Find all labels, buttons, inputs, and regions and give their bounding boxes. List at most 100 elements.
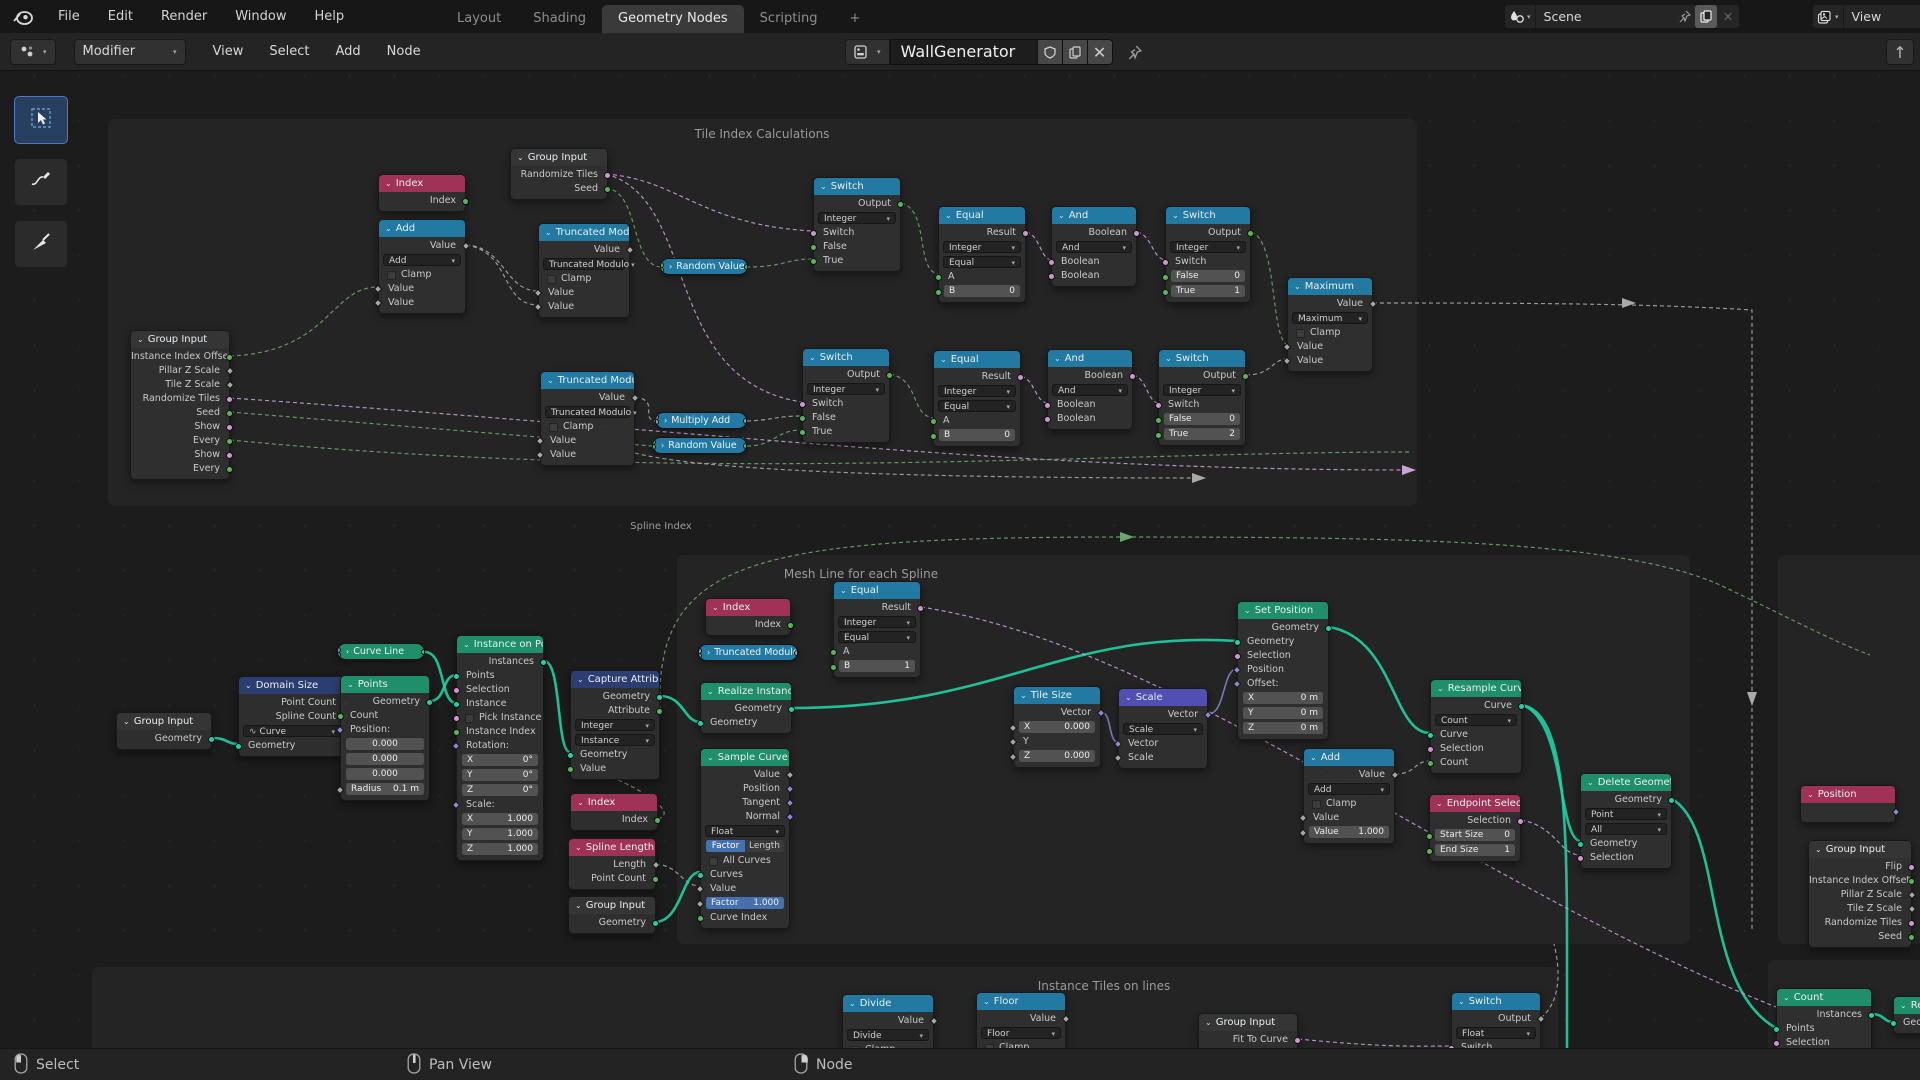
socket[interactable]: [1427, 731, 1434, 739]
collapse-icon[interactable]: ⌄: [1205, 1018, 1212, 1027]
capture-attribute[interactable]: ⌄Capture Attribute Geometry Attribute Integ…: [567, 670, 663, 780]
dropdown[interactable]: Equal ▾: [838, 631, 916, 643]
dropdown[interactable]: Integer ▾: [807, 383, 885, 395]
dropdown[interactable]: Add ▾: [1308, 783, 1390, 795]
socket[interactable]: [743, 443, 746, 449]
socket[interactable]: [810, 243, 817, 251]
index-2[interactable]: ⌄ Index Index: [570, 793, 661, 831]
expand-icon[interactable]: ›: [664, 416, 668, 425]
workspace-tab[interactable]: Shading: [533, 11, 587, 26]
resample-curve[interactable]: ⌄Resample Curve Curve Count▾ Curve Selection…: [1427, 679, 1525, 774]
view-layer-name[interactable]: View: [1851, 9, 1882, 24]
collapse-icon[interactable]: ⌄: [385, 224, 392, 233]
node-header[interactable]: ⌄ Group Input: [1809, 841, 1911, 858]
collapse-icon[interactable]: ⌄: [820, 182, 827, 191]
socket[interactable]: [567, 751, 574, 759]
socket[interactable]: [917, 604, 924, 612]
scale[interactable]: ⌄ Scale Vector Scale ▾ Vector Scale: [1113, 688, 1213, 769]
toggle[interactable]: Factor Length: [706, 840, 784, 852]
collapse-icon[interactable]: ⌄: [1458, 997, 1465, 1006]
dropdown[interactable]: Divide ▾: [847, 1029, 929, 1041]
collapse-icon[interactable]: ⌄: [577, 675, 584, 684]
workspace-tab[interactable]: Scripting: [759, 11, 818, 26]
socket[interactable]: [338, 652, 341, 658]
node-header[interactable]: ⌄Capture Attribute: [571, 671, 659, 688]
realize-instances[interactable]: ⌄Realize Instances Geometry Geometry: [697, 682, 795, 734]
node-header[interactable]: ⌄Re: [1894, 997, 1920, 1014]
socket[interactable]: [1129, 372, 1136, 380]
checkbox-box[interactable]: [549, 422, 558, 432]
checkbox[interactable]: Clamp: [1288, 326, 1372, 340]
spline-length[interactable]: ⌄ Spline Length Length Point Count: [568, 838, 661, 890]
socket[interactable]: [1773, 1025, 1780, 1033]
socket[interactable]: [656, 424, 659, 428]
socket[interactable]: [1247, 229, 1254, 237]
socket[interactable]: [567, 765, 574, 773]
node-header[interactable]: ⌄Delete Geometry: [1581, 774, 1671, 791]
socket[interactable]: [1518, 702, 1525, 710]
collapse-icon[interactable]: ⌄: [547, 376, 554, 385]
checkbox[interactable]: Clamp: [1304, 797, 1394, 811]
socket[interactable]: [226, 437, 233, 445]
new-copy-icon[interactable]: [1695, 5, 1717, 28]
socket[interactable]: [799, 400, 806, 408]
dropdown[interactable]: ∿ Curve ▾: [243, 725, 341, 737]
group-input-fit[interactable]: ⌄ Group Input Fit To Curve: [1198, 1013, 1301, 1051]
frame-tile-index[interactable]: [108, 119, 1417, 506]
collapse-icon[interactable]: ⌄: [712, 603, 719, 612]
value-field[interactable]: 0.000: [346, 768, 424, 780]
expand-icon[interactable]: ›: [669, 262, 673, 271]
socket[interactable]: [1234, 638, 1241, 646]
set-position[interactable]: ⌄ Set Position Geometry Geometry Selection Po…: [1232, 601, 1332, 740]
socket[interactable]: [799, 414, 806, 422]
socket[interactable]: [654, 816, 661, 824]
pin-icon[interactable]: [1127, 45, 1142, 60]
truncated-modulo-1[interactable]: ⌄Truncated Modulo Value Truncated Modulo▾ C…: [533, 223, 635, 318]
node-header[interactable]: ⌄ Tile Size: [1014, 687, 1100, 704]
collapse-icon[interactable]: ⌄: [1783, 993, 1790, 1002]
equal-2[interactable]: ⌄ Equal Result Integer ▾ Equal ▾ A B 0: [930, 350, 1024, 447]
collapse-icon[interactable]: ⌄: [245, 681, 252, 690]
scene-name[interactable]: Scene: [1543, 9, 1582, 24]
socket[interactable]: [697, 719, 704, 727]
collapse-icon[interactable]: ⌄: [517, 153, 524, 162]
collapse-icon[interactable]: ⌄: [385, 179, 392, 188]
socket[interactable]: [1022, 229, 1029, 237]
view-layer-selector[interactable]: ▾ View: [1812, 4, 1920, 29]
socket[interactable]: [1017, 373, 1024, 381]
socket[interactable]: [652, 875, 659, 883]
and-1[interactable]: ⌄ And Boolean And ▾ Boolean Boolean: [1048, 206, 1140, 287]
switch-3[interactable]: ⌄ Switch Output Integer ▾ Switch False True: [799, 348, 893, 443]
socket[interactable]: [830, 648, 837, 656]
checkbox-box[interactable]: [387, 270, 396, 280]
value-field[interactable]: Z 0°: [462, 784, 538, 796]
value-field[interactable]: Y 1.000: [462, 828, 538, 840]
group-input-right[interactable]: ⌄ Group Input Flip Instance Index Offset Pil…: [1808, 840, 1917, 948]
socket[interactable]: [699, 653, 702, 659]
dropdown[interactable]: Instance ▾: [575, 734, 655, 746]
slider-field[interactable]: Factor 1.000: [706, 897, 784, 909]
expand-icon[interactable]: ›: [661, 441, 665, 450]
domain-size[interactable]: ⌄ Domain Size Point Count Spline Count ∿ Curv…: [235, 676, 349, 757]
node-header[interactable]: ⌄ Group Input: [569, 897, 655, 914]
blender-logo[interactable]: [0, 8, 44, 26]
dropdown[interactable]: Integer ▾: [838, 616, 916, 628]
view-layer-icon[interactable]: ▾: [1813, 5, 1844, 28]
dropdown[interactable]: And ▾: [1056, 241, 1132, 253]
node-header[interactable]: ⌄ Group Input: [131, 331, 229, 348]
menu-render[interactable]: Render: [160, 9, 208, 24]
collapse-icon[interactable]: ⌄: [1294, 282, 1301, 291]
editor-menu-add[interactable]: Add: [335, 44, 361, 59]
dropdown[interactable]: Point ▾: [1585, 808, 1667, 820]
value-field[interactable]: Y 0°: [462, 769, 538, 781]
maximum[interactable]: ⌄ Maximum Value Maximum ▾ Clamp Value Value: [1282, 277, 1378, 372]
node-header[interactable]: ⌄ Index: [706, 599, 790, 616]
node-header[interactable]: ⌄ Equal: [939, 207, 1025, 224]
collapse-icon[interactable]: ⌄: [1058, 211, 1065, 220]
collapse-icon[interactable]: ⌄: [1054, 354, 1061, 363]
collapse-icon[interactable]: ⌄: [983, 997, 990, 1006]
group-input-left[interactable]: ⌄ Group Input Instance Index Offset Pillar …: [130, 330, 235, 480]
